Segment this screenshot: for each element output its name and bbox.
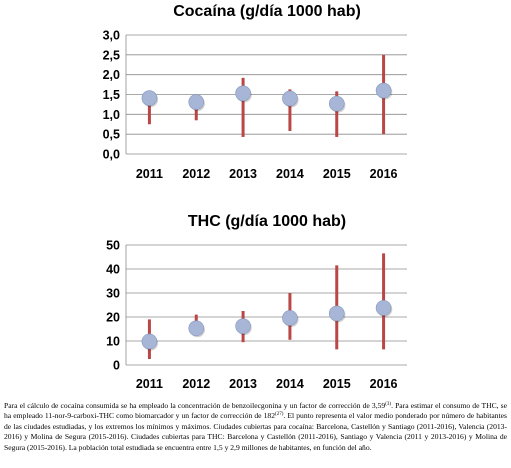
thc-x-tick-label: 2015 — [323, 377, 351, 391]
thc-data-point — [328, 305, 345, 322]
cocaine-x-tick-label: 2014 — [276, 167, 304, 181]
thc-y-tick-label: 20 — [106, 311, 120, 325]
caption-text-3: . El punto representa el valor medio pon… — [4, 411, 507, 452]
thc-y-tick-label: 40 — [106, 263, 120, 277]
caption-text-2: . Para estimar el consumo de THC, se ha … — [4, 401, 507, 421]
cocaine-x-tick-label: 2011 — [136, 167, 163, 181]
caption-ref-1: (3) — [385, 402, 392, 407]
thc-x-tick-label: 2014 — [276, 377, 304, 391]
cocaine-data-point — [328, 95, 345, 112]
cocaine-x-tick-label: 2016 — [370, 167, 398, 181]
thc-data-point — [282, 310, 298, 326]
figure-caption: Para el cálculo de cocaína consumida se … — [4, 401, 507, 453]
thc-y-tick-label: 30 — [106, 287, 120, 301]
caption-text-1: Para el cálculo de cocaína consumida se … — [4, 401, 386, 410]
cocaine-y-tick-label: 1,5 — [103, 88, 120, 102]
cocaine-x-tick-label: 2015 — [323, 167, 351, 181]
cocaine-data-point — [375, 82, 392, 99]
thc-data-point — [188, 320, 205, 337]
cocaine-y-tick-label: 0,0 — [103, 148, 120, 162]
thc-y-tick-label: 10 — [106, 335, 120, 349]
cocaine-data-point — [282, 90, 298, 107]
cocaine-data-point — [188, 94, 205, 110]
thc-y-tick-label: 50 — [106, 239, 120, 253]
cocaine-y-tick-label: 3,0 — [103, 29, 120, 43]
thc-y-tick-label: 0 — [113, 359, 120, 373]
cocaine-y-tick-label: 2,5 — [103, 48, 120, 62]
cocaine-chart: Cocaína (g/día 1000 hab) 0,0 0,5 1,0 1,5 2,0 2… — [103, 3, 407, 181]
cocaine-data-point — [141, 90, 158, 106]
thc-x-tick-label: 2013 — [229, 377, 257, 391]
thc-x-tick-label: 2016 — [370, 377, 398, 391]
cocaine-y-tick-label: 0,5 — [103, 128, 120, 142]
cocaine-chart-title: Cocaína (g/día 1000 hab) — [173, 3, 361, 20]
thc-data-point — [375, 300, 392, 316]
thc-data-point — [141, 333, 158, 350]
cocaine-x-tick-label: 2012 — [182, 167, 210, 181]
cocaine-y-tick-label: 2,0 — [103, 68, 120, 82]
cocaine-x-tick-label: 2013 — [229, 167, 257, 181]
thc-chart: THC (g/día 1000 hab) 0 10 20 30 40 50 2011 2012 2… — [106, 213, 407, 391]
caption-ref-2: (27) — [275, 412, 284, 418]
thc-data-point — [235, 318, 251, 334]
thc-chart-title: THC (g/día 1000 hab) — [188, 213, 346, 230]
cocaine-data-point — [235, 85, 251, 102]
thc-x-tick-label: 2011 — [136, 377, 163, 391]
thc-x-tick-label: 2012 — [182, 377, 210, 391]
cocaine-y-tick-label: 1,0 — [103, 108, 120, 122]
